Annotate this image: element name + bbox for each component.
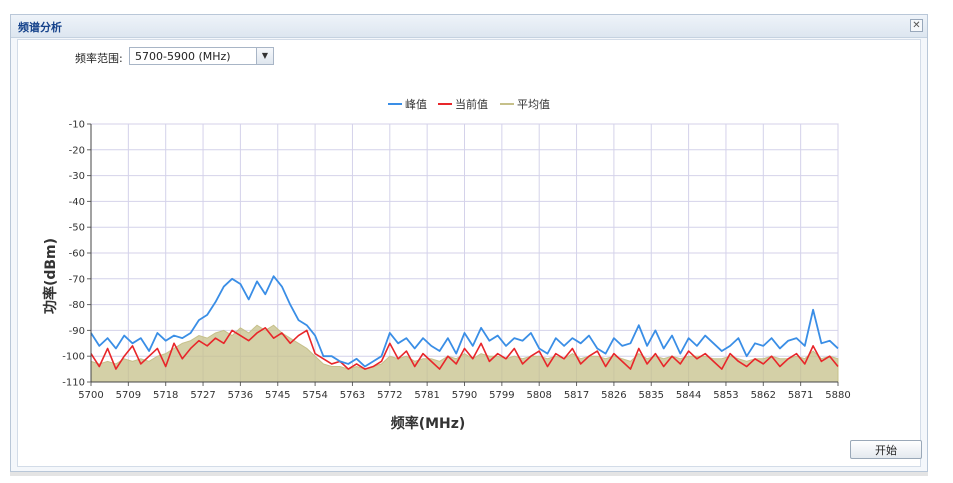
x-tick-label: 5700: [78, 390, 103, 401]
y-tick-label: -80: [69, 300, 85, 311]
x-tick-label: 5709: [116, 390, 141, 401]
window-shadow: [10, 472, 928, 476]
x-tick-label: 5763: [340, 390, 365, 401]
legend-item-current-label: 当前值: [455, 97, 488, 111]
chart-grid: [90, 123, 839, 383]
x-tick-label: 5853: [713, 390, 738, 401]
y-tick-label: -110: [62, 378, 85, 389]
y-tick-label: -90: [69, 326, 85, 337]
window-title: 频谱分析: [18, 21, 62, 34]
x-tick-label: 5826: [601, 390, 626, 401]
start-button[interactable]: 开始: [850, 440, 922, 459]
y-tick-label: -20: [69, 145, 85, 156]
x-tick-label: 5808: [526, 390, 551, 401]
chart-axes: 5700 5709 5718 5727 5736 5745 5754 5763 5772 5781…: [62, 120, 850, 402]
y-tick-label: -40: [69, 197, 85, 208]
y-tick-label: -30: [69, 171, 85, 182]
window-content: 频率范围: 5700-5900 (MHz) ▼ 5700 5709 5718 5727…: [17, 39, 922, 467]
x-tick-label: 5754: [302, 390, 327, 401]
x-tick-label: 5736: [228, 390, 253, 401]
chevron-down-icon[interactable]: ▼: [256, 48, 273, 64]
y-tick-label: -10: [69, 120, 85, 131]
series-average-area: [90, 324, 839, 383]
legend-item-average-label: 平均值: [517, 98, 550, 111]
x-tick-label: 5718: [153, 390, 178, 401]
y-axis-label: 功率(dBm): [42, 238, 59, 314]
x-tick-label: 5781: [414, 390, 439, 401]
spectrum-chart: 5700 5709 5718 5727 5736 5745 5754 5763 5772 5781…: [42, 97, 851, 432]
x-tick-label: 5844: [676, 390, 701, 401]
spectrum-analysis-window: 频谱分析 ✕ 频率范围: 5700-5900 (MHz) ▼ 5700 5709 5…: [10, 14, 928, 472]
frequency-range-label: 频率范围:: [75, 52, 123, 65]
title-bar: 频谱分析 ✕: [11, 15, 927, 38]
y-tick-label: -100: [62, 352, 85, 363]
chart-legend: 峰值 当前值 平均值: [388, 97, 550, 111]
legend-item-peak-label: 峰值: [405, 98, 427, 111]
x-tick-label: 5817: [564, 390, 589, 401]
chart-series: [90, 275, 839, 383]
y-tick-label: -70: [69, 274, 85, 285]
x-tick-label: 5772: [377, 390, 402, 401]
y-tick-label: -50: [69, 223, 85, 234]
x-axis-label: 频率(MHz): [391, 415, 466, 432]
x-tick-label: 5880: [825, 390, 850, 401]
frequency-range-select[interactable]: 5700-5900 (MHz) ▼: [129, 47, 274, 65]
series-peak-line: [90, 275, 839, 368]
x-tick-label: 5835: [639, 390, 664, 401]
close-icon[interactable]: ✕: [910, 19, 923, 32]
x-tick-label: 5799: [489, 390, 514, 401]
x-tick-label: 5871: [788, 390, 813, 401]
y-tick-label: -60: [69, 249, 85, 260]
x-tick-label: 5862: [751, 390, 776, 401]
x-tick-label: 5790: [452, 390, 477, 401]
series-current-line: [90, 327, 839, 370]
x-tick-label: 5745: [265, 390, 290, 401]
x-tick-label: 5727: [190, 390, 215, 401]
frequency-range-value: 5700-5900 (MHz): [135, 50, 231, 63]
